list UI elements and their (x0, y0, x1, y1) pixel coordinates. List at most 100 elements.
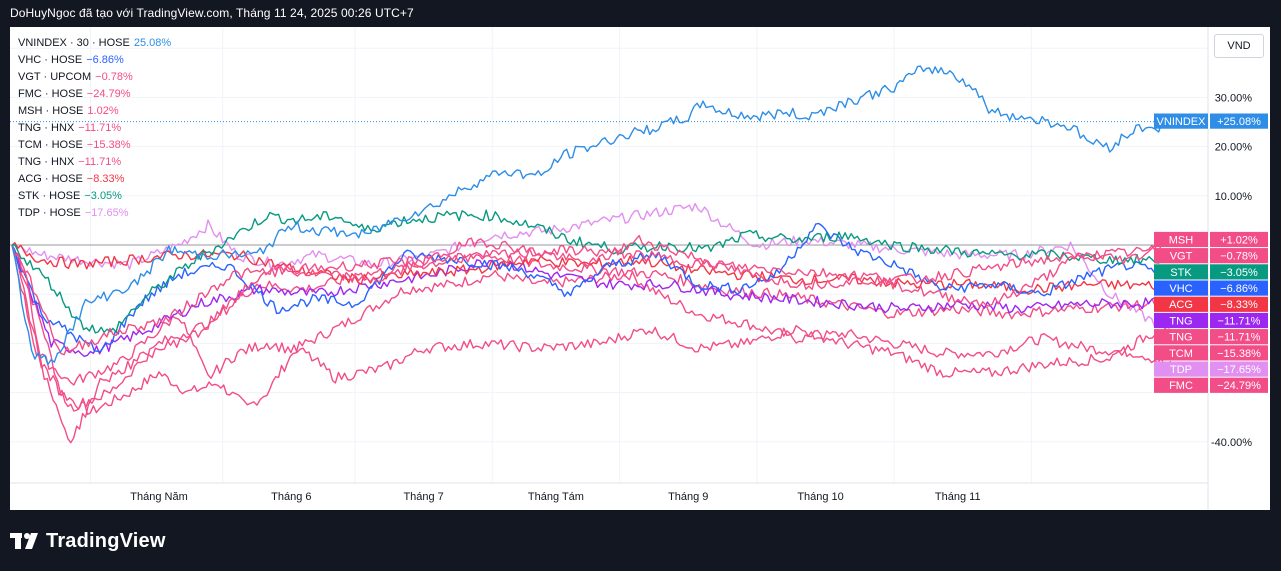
currency-selector[interactable]: VND (1214, 34, 1264, 58)
price-label-value: −24.79% (1217, 380, 1261, 392)
price-label-ticker: TDP (1170, 364, 1192, 376)
price-label-value: +1.02% (1220, 234, 1258, 246)
legend-symbol: ACG · HOSE (18, 173, 83, 185)
price-label-ticker-box (1154, 248, 1208, 264)
legend-change-value: −15.38% (86, 139, 131, 151)
legend-symbol: VNINDEX · 30 · HOSE (18, 37, 130, 49)
price-label-value-box (1210, 264, 1268, 280)
price-label-ticker: TCM (1169, 348, 1193, 360)
price-label-value: −8.33% (1220, 299, 1258, 311)
price-label-vnindex: VNINDEX +25.08% (1154, 113, 1268, 129)
price-label-vgt: VGT −0.78% (1154, 248, 1268, 264)
legend-symbol: TDP · HOSE (18, 207, 81, 219)
legend-row[interactable]: ACG · HOSE −8.33% (18, 171, 171, 188)
x-tick-label: Tháng 11 (935, 491, 981, 503)
price-label-value-box (1210, 231, 1268, 248)
legend-row[interactable]: VNINDEX · 30 · HOSE 25.08% (18, 35, 171, 52)
price-label-ticker: MSH (1169, 234, 1194, 246)
legend-change-value: 25.08% (133, 37, 172, 49)
price-label-ticker: STK (1170, 267, 1192, 279)
price-label-ticker: TNG (1169, 315, 1192, 327)
legend-symbol: TNG · HNX (18, 156, 75, 168)
price-label-acg: ACG −8.33% (1154, 296, 1268, 312)
series-line-acg (11, 242, 1174, 295)
legend-row[interactable]: FMC · HOSE −24.79% (18, 86, 171, 103)
series-line-msh (11, 234, 1175, 444)
legend-row[interactable]: TCM · HOSE −15.38% (18, 137, 171, 154)
series-line-vgt (11, 244, 1174, 356)
price-label-ticker: FMC (1169, 380, 1193, 392)
series-line-tng (11, 244, 1174, 412)
price-label-value-box (1210, 296, 1268, 312)
legend-row[interactable]: VGT · UPCOM −0.78% (18, 69, 171, 86)
legend: VNINDEX · 30 · HOSE 25.08% VHC · HOSE −6.86… (18, 35, 171, 222)
price-label-value-box (1210, 248, 1268, 264)
chart-caption: DoHuyNgoc đã tạo với TradingView.com, Th… (10, 6, 414, 20)
series-line-stk (11, 209, 1174, 334)
legend-row[interactable]: VHC · HOSE −6.86% (18, 52, 171, 69)
price-label-ticker-box (1154, 361, 1208, 377)
legend-change-value: −6.86% (86, 54, 124, 66)
price-label-ticker: VHC (1169, 283, 1192, 295)
price-label-value: −6.86% (1220, 283, 1258, 295)
legend-symbol: TCM · HOSE (18, 139, 83, 151)
series-line-vhc (11, 222, 1174, 353)
price-label-tcm: TCM −15.38% (1154, 345, 1268, 361)
price-label-ticker-box (1154, 231, 1208, 248)
y-tick-label: -40.00% (1211, 437, 1252, 449)
price-label-ticker-box (1154, 280, 1208, 296)
price-label-fmc: FMC −24.79% (1154, 377, 1268, 393)
price-label-msh: MSH +1.02% (1154, 231, 1268, 248)
series-lines (10, 65, 1208, 444)
tradingview-logo-icon (10, 533, 38, 549)
price-label-ticker-box (1154, 113, 1208, 129)
price-label-vhc: VHC −6.86% (1154, 280, 1268, 296)
legend-symbol: STK · HOSE (18, 190, 81, 202)
price-label-ticker: ACG (1169, 299, 1193, 311)
tradingview-brand: TradingView (10, 529, 166, 553)
grid (10, 27, 1208, 483)
price-label-value-box (1210, 113, 1268, 129)
x-tick-label: Tháng Tám (528, 491, 584, 503)
legend-symbol: MSH · HOSE (18, 105, 84, 117)
price-labels: VNINDEX +25.08% MSH +1.02% VGT −0.78% STK −3.05… (1154, 113, 1268, 393)
price-label-tng: TNG −11.71% (1154, 329, 1268, 345)
legend-change-value: −0.78% (95, 71, 133, 83)
price-label-value: −15.38% (1217, 348, 1261, 360)
chart-panel[interactable]: 30.00% 20.00% 10.00% -40.00% Tháng Năm Tháng … (10, 27, 1270, 510)
legend-symbol: TNG · HNX (18, 122, 75, 134)
legend-symbol: FMC · HOSE (18, 88, 83, 100)
x-tick-label: Tháng 7 (403, 491, 443, 503)
comparison-line-chart[interactable]: 30.00% 20.00% 10.00% -40.00% Tháng Năm Tháng … (10, 27, 1270, 510)
price-label-stk: STK −3.05% (1154, 264, 1268, 280)
legend-change-value: −17.65% (84, 207, 129, 219)
legend-symbol: VGT · UPCOM (18, 71, 92, 83)
axes: 30.00% 20.00% 10.00% -40.00% Tháng Năm Tháng … (10, 27, 1252, 510)
legend-row[interactable]: TNG · HNX −11.71% (18, 154, 171, 171)
legend-row[interactable]: TNG · HNX −11.71% (18, 120, 171, 137)
price-label-tng: TNG −11.71% (1154, 312, 1268, 329)
price-label-value-box (1210, 312, 1268, 329)
series-line-tcm (11, 244, 1174, 386)
price-label-value-box (1210, 361, 1268, 377)
y-tick-label: 10.00% (1215, 191, 1253, 203)
tradingview-wordmark: TradingView (46, 529, 166, 552)
legend-row[interactable]: STK · HOSE −3.05% (18, 188, 171, 205)
series-line-vnindex (11, 65, 1174, 366)
price-label-value: −11.71% (1218, 315, 1261, 327)
price-label-value-box (1210, 377, 1268, 393)
y-tick-label: 30.00% (1215, 92, 1253, 104)
price-label-value-box (1210, 329, 1268, 345)
price-label-value-box (1210, 345, 1268, 361)
legend-row[interactable]: MSH · HOSE 1.02% (18, 103, 171, 120)
price-label-ticker-box (1154, 296, 1208, 312)
price-label-ticker: VNINDEX (1157, 116, 1207, 128)
legend-row[interactable]: TDP · HOSE −17.65% (18, 205, 171, 222)
legend-change-value: −11.71% (78, 122, 122, 134)
price-label-ticker-box (1154, 377, 1208, 393)
legend-change-value: −3.05% (84, 190, 122, 202)
price-label-value: −3.05% (1220, 267, 1258, 279)
series-line-tdp (11, 202, 1174, 333)
price-label-value: −17.65% (1217, 364, 1261, 376)
price-label-value: −0.78% (1220, 251, 1258, 263)
